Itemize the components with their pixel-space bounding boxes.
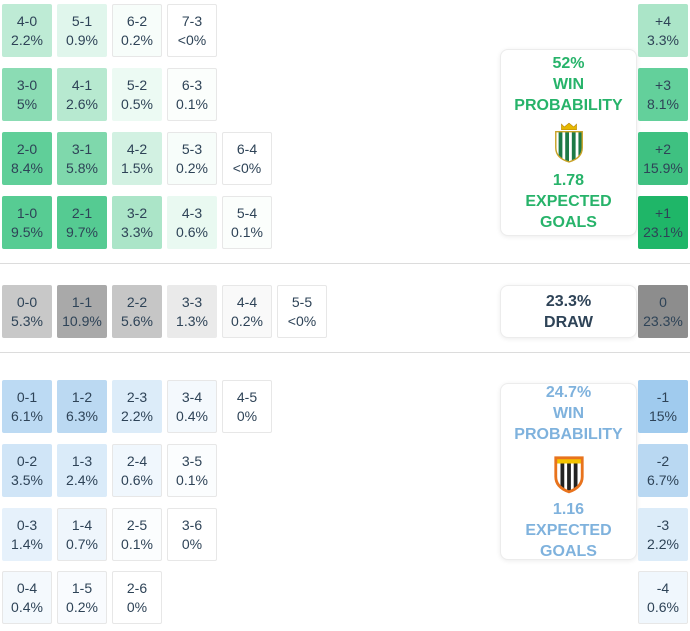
away-win-label-line2: PROBABILITY [514, 425, 623, 443]
away-expected-goals-value: 1.16 [552, 500, 585, 518]
score-cell-5-1: 5-1 0.9% [57, 4, 107, 57]
score-cell-3-1: 3-1 5.8% [57, 132, 107, 185]
away-win-label-line1: WIN [552, 404, 585, 422]
score-cell-5-2: 5-2 0.5% [112, 68, 162, 121]
score-cell-0-2: 0-2 3.5% [2, 444, 52, 497]
margin-cell-+2: +2 15.9% [638, 132, 688, 185]
margin-cell--2: -2 6.7% [638, 444, 688, 497]
score-cell-7-3: 7-3 <0% [167, 4, 217, 57]
score-cell-3-5: 3-5 0.1% [167, 444, 217, 497]
home-goals-label-line1: EXPECTED [525, 192, 612, 210]
away-win-panel: 24.7% WIN PROBABILITY 1.16 EXPECTED GOAL… [500, 383, 637, 560]
score-cell-0-3: 0-3 1.4% [2, 508, 52, 561]
away-win-probability-value: 24.7% [545, 383, 592, 401]
away-goals-label-line1: EXPECTED [525, 521, 612, 539]
score-cell-1-1: 1-1 10.9% [57, 285, 107, 338]
score-cell-4-1: 4-1 2.6% [57, 68, 107, 121]
margin-cell--1: -1 15% [638, 380, 688, 433]
margin-cell-+1: +1 23.1% [638, 196, 688, 249]
score-cell-1-3: 1-3 2.4% [57, 444, 107, 497]
score-cell-1-0: 1-0 9.5% [2, 196, 52, 249]
score-cell-2-6: 2-6 0% [112, 571, 162, 624]
score-cell-6-3: 6-3 0.1% [167, 68, 217, 121]
score-cell-3-2: 3-2 3.3% [112, 196, 162, 249]
home-goals-label-line2: GOALS [540, 213, 597, 231]
score-cell-5-4: 5-4 0.1% [222, 196, 272, 249]
home-win-panel: 52% WIN PROBABILITY 1.78 EXPECTED GOALS [500, 49, 637, 236]
score-cell-1-2: 1-2 6.3% [57, 380, 107, 433]
score-cell-2-0: 2-0 8.4% [2, 132, 52, 185]
score-cell-4-3: 4-3 0.6% [167, 196, 217, 249]
score-cell-6-2: 6-2 0.2% [112, 4, 162, 57]
score-cell-3-4: 3-4 0.4% [167, 380, 217, 433]
score-cell-2-5: 2-5 0.1% [112, 508, 162, 561]
away-goals-label-line2: GOALS [540, 542, 597, 560]
home-win-label-line2: PROBABILITY [514, 96, 623, 114]
score-cell-3-6: 3-6 0% [167, 508, 217, 561]
score-cell-2-1: 2-1 9.7% [57, 196, 107, 249]
score-cell-1-5: 1-5 0.2% [57, 571, 107, 624]
score-cell-5-5: 5-5 <0% [277, 285, 327, 338]
draw-label: DRAW [544, 313, 593, 331]
score-cell-4-0: 4-0 2.2% [2, 4, 52, 57]
section-divider-draw-away [0, 352, 690, 353]
score-cell-0-4: 0-4 0.4% [2, 571, 52, 624]
draw-probability-value: 23.3% [545, 292, 592, 310]
home-win-label-line1: WIN [552, 75, 585, 93]
margin-cell-+3: +3 8.1% [638, 68, 688, 121]
score-cell-2-4: 2-4 0.6% [112, 444, 162, 497]
home-team-crest-icon [554, 122, 583, 163]
score-cell-4-5: 4-5 0% [222, 380, 272, 433]
margin-cell--3: -3 2.2% [638, 508, 688, 561]
score-cell-3-3: 3-3 1.3% [167, 285, 217, 338]
away-team-crest-icon [553, 455, 584, 493]
home-expected-goals-value: 1.78 [552, 171, 585, 189]
score-cell-6-4: 6-4 <0% [222, 132, 272, 185]
draw-panel: 23.3% DRAW [500, 285, 637, 338]
score-cell-4-2: 4-2 1.5% [112, 132, 162, 185]
score-cell-3-0: 3-0 5% [2, 68, 52, 121]
score-cell-1-4: 1-4 0.7% [57, 508, 107, 561]
score-cell-2-2: 2-2 5.6% [112, 285, 162, 338]
margin-cell-0: 0 23.3% [638, 285, 688, 338]
home-win-probability-value: 52% [552, 54, 585, 72]
score-cell-4-4: 4-4 0.2% [222, 285, 272, 338]
section-divider-home-draw [0, 263, 690, 264]
margin-cell-+4: +4 3.3% [638, 4, 688, 57]
margin-cell--4: -4 0.6% [638, 571, 688, 624]
score-cell-5-3: 5-3 0.2% [167, 132, 217, 185]
score-cell-0-0: 0-0 5.3% [2, 285, 52, 338]
score-cell-2-3: 2-3 2.2% [112, 380, 162, 433]
score-cell-0-1: 0-1 6.1% [2, 380, 52, 433]
